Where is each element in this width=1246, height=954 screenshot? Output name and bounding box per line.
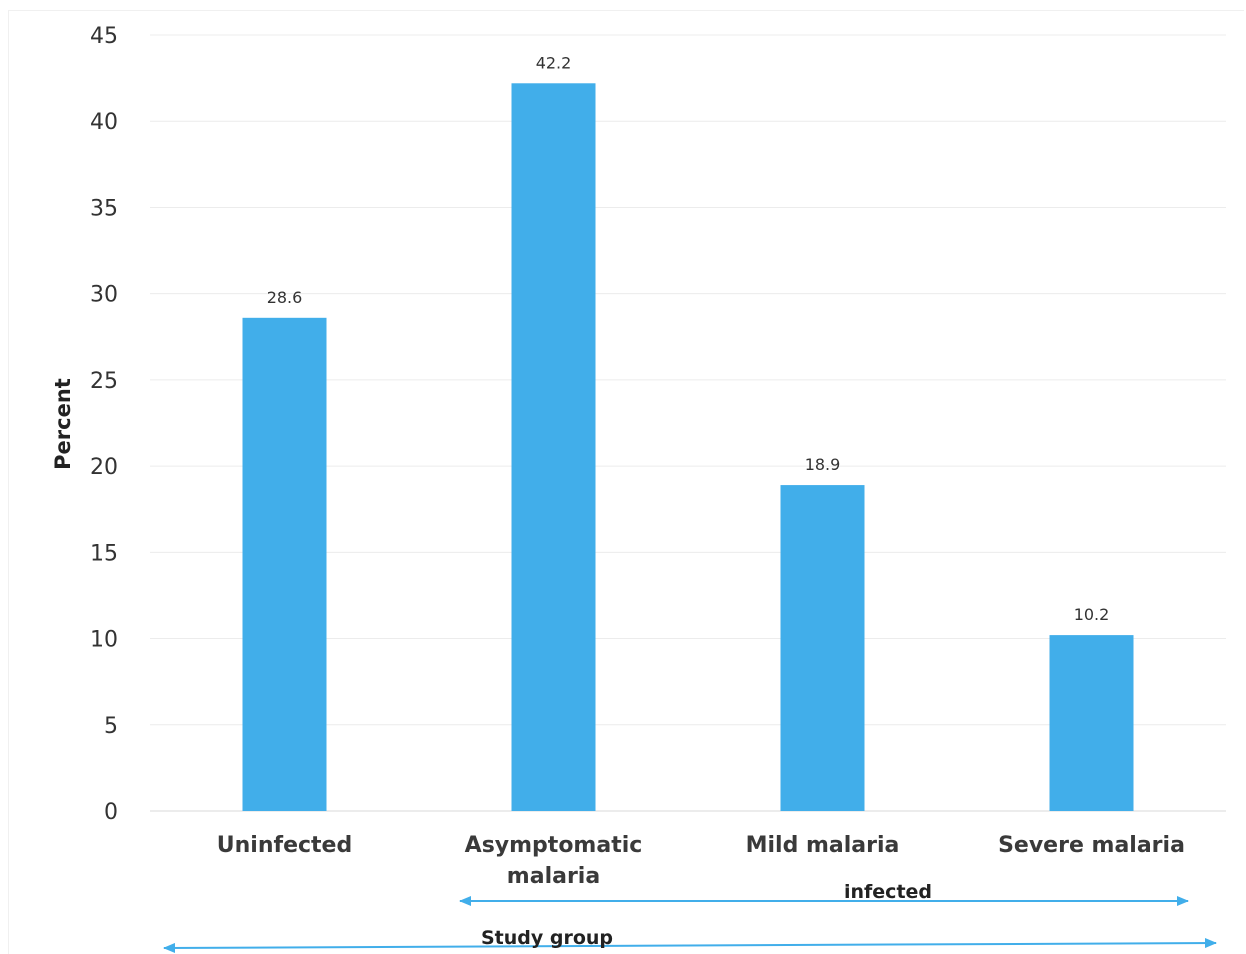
bar-severe-malaria <box>1049 635 1134 811</box>
y-tick-label-10: 10 <box>90 628 118 653</box>
study-group-bracket-arrow <box>163 938 1217 953</box>
category-label-2: Mild malaria <box>746 833 900 858</box>
y-tick-label-0: 0 <box>104 800 118 825</box>
x-axis-title: Study group <box>481 927 613 949</box>
data-label-1: 42.2 <box>536 53 572 72</box>
infected-bracket-label: infected <box>844 881 932 903</box>
y-tick-label-45: 45 <box>90 24 118 49</box>
chart-frame <box>8 10 1244 954</box>
y-tick-label-25: 25 <box>90 369 118 394</box>
x-axis-categories: Uninfected Asymptomatic malaria Mild malari… <box>217 833 1185 889</box>
y-tick-label-35: 35 <box>90 196 118 221</box>
gridlines <box>150 34 1226 812</box>
data-labels: 28.6 42.2 18.9 10.2 <box>267 53 1110 624</box>
y-tick-label-40: 40 <box>90 110 118 135</box>
y-tick-label-30: 30 <box>90 283 118 308</box>
category-label-0: Uninfected <box>217 833 352 858</box>
data-label-0: 28.6 <box>267 288 303 307</box>
data-label-2: 18.9 <box>805 455 841 474</box>
y-axis-ticks: 0 5 10 15 20 25 30 35 40 45 <box>90 24 118 825</box>
y-tick-label-5: 5 <box>104 714 118 739</box>
bar-mild-malaria <box>780 485 865 811</box>
bar-asymptomatic-malaria <box>511 83 596 812</box>
bar-uninfected <box>242 317 327 811</box>
y-tick-label-20: 20 <box>90 455 118 480</box>
category-label-1: Asymptomatic malaria <box>465 833 643 889</box>
y-tick-label-15: 15 <box>90 541 118 566</box>
y-axis-title: Percent <box>51 378 75 470</box>
bars <box>242 83 1134 812</box>
data-label-3: 10.2 <box>1074 605 1110 624</box>
category-label-3: Severe malaria <box>998 833 1185 858</box>
